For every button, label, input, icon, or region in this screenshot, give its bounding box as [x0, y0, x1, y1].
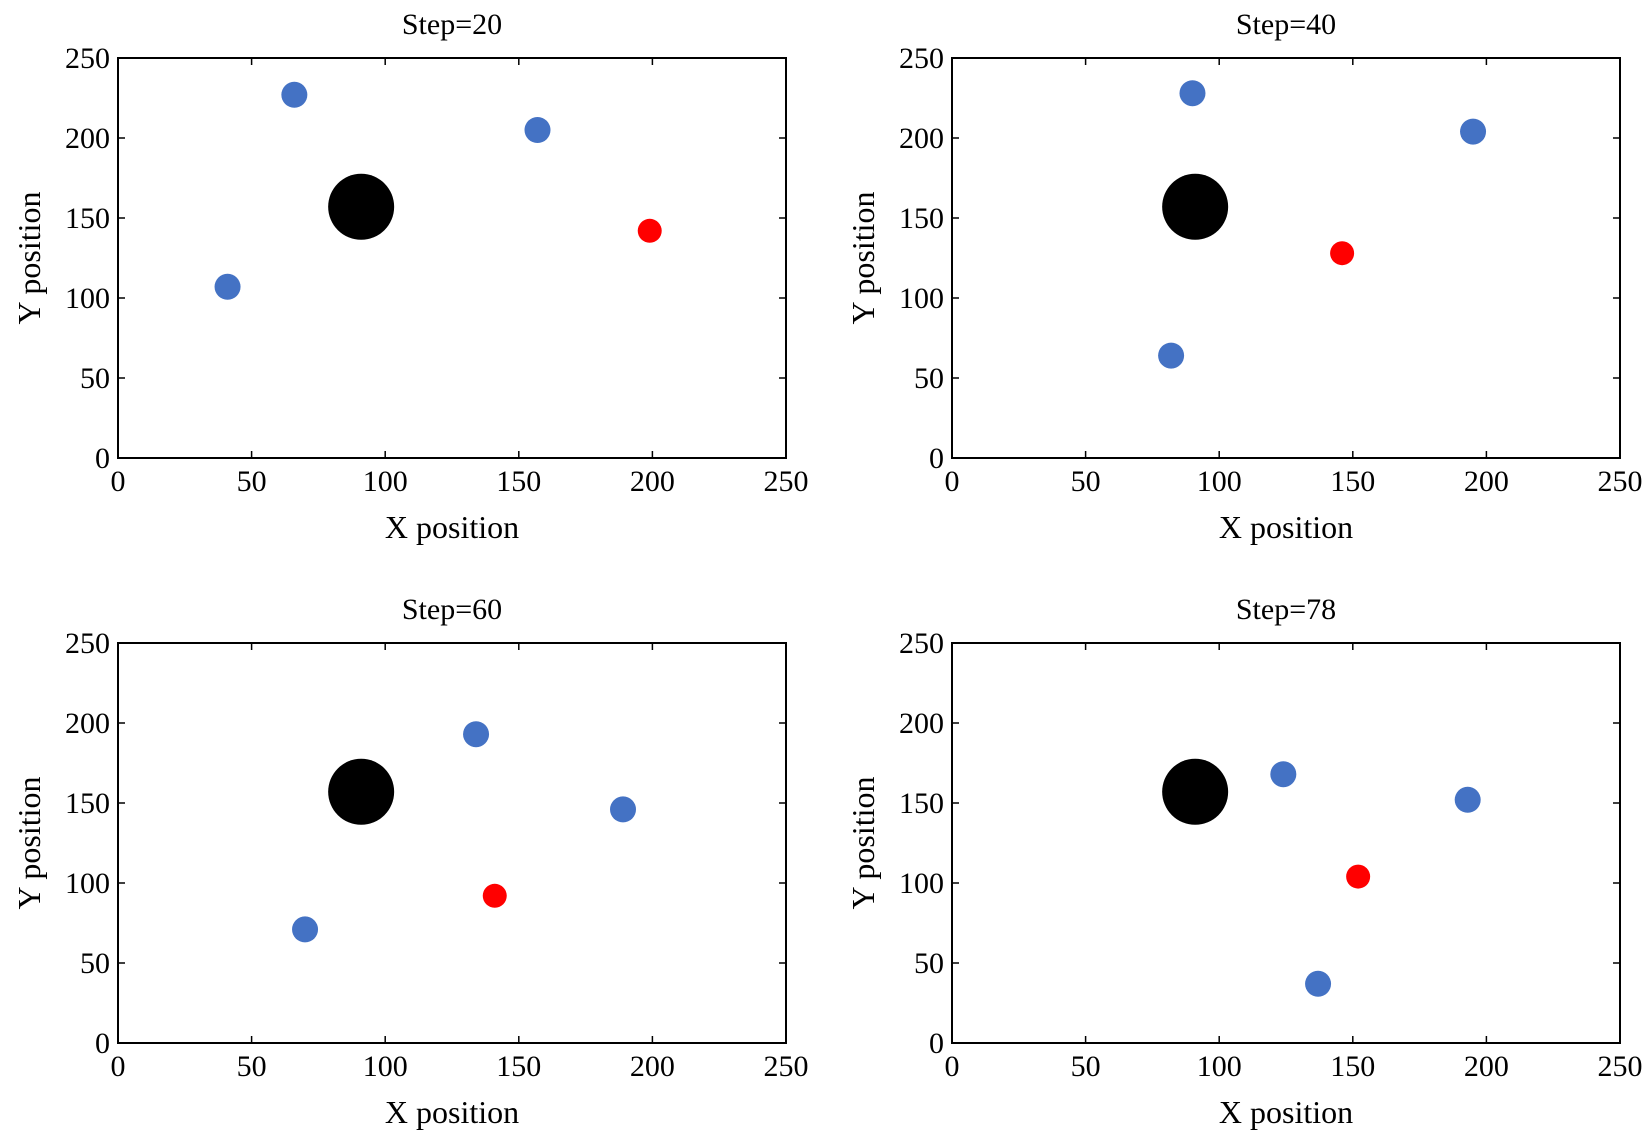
x-tick-label: 0: [945, 1050, 960, 1083]
y-tick-label: 250: [899, 42, 944, 75]
x-tick-label: 0: [111, 1050, 126, 1083]
plot-frame: [117, 642, 787, 1044]
plot-frame: [117, 57, 787, 459]
x-tick-label: 50: [1071, 1050, 1101, 1083]
agent-point: [1158, 342, 1185, 369]
y-tick-label: 200: [899, 122, 944, 155]
agent-point: [1270, 761, 1297, 788]
x-axis-label: X position: [385, 1094, 519, 1130]
agent-point: [1305, 970, 1332, 997]
y-tick-label: 100: [899, 867, 944, 900]
y-tick-label: 250: [65, 627, 110, 660]
x-tick-label: 100: [363, 465, 408, 498]
x-tick-label: 250: [1598, 465, 1642, 498]
agent-point: [292, 916, 319, 943]
chart-panel-3: 0 50 100 150 200 250 0 50 100 150 200 250 Step=60 X p…: [11, 593, 809, 1130]
x-axis-label: X position: [1219, 1094, 1353, 1130]
y-axis-label: Y position: [11, 776, 47, 909]
chart-panel-2: 0 50 100 150 200 250 0 50 100 150 200 250 Step=40 X p…: [845, 8, 1642, 545]
y-tick-label: 50: [80, 362, 110, 395]
x-tick-label: 250: [1598, 1050, 1642, 1083]
x-tick-label: 200: [1464, 1050, 1509, 1083]
y-tick-label: 150: [899, 787, 944, 820]
x-tick-label: 0: [945, 465, 960, 498]
agent-point: [463, 721, 490, 748]
chart-title: Step=20: [402, 8, 502, 41]
y-tick-label: 150: [65, 787, 110, 820]
target-point: [482, 883, 507, 908]
y-tick-label: 0: [95, 1027, 110, 1060]
y-tick-label: 100: [65, 867, 110, 900]
obstacle-point: [1162, 758, 1229, 825]
x-axis-label: X position: [1219, 509, 1353, 545]
y-axis-label: Y position: [845, 776, 881, 909]
x-tick-label: 50: [1071, 465, 1101, 498]
chart-title: Step=40: [1236, 8, 1336, 41]
agent-point: [281, 81, 308, 108]
y-tick-label: 50: [914, 947, 944, 980]
x-tick-label: 200: [1464, 465, 1509, 498]
agent-point: [1179, 80, 1206, 107]
x-tick-label: 100: [363, 1050, 408, 1083]
agent-point: [524, 117, 551, 143]
x-tick-label: 200: [630, 1050, 675, 1083]
y-tick-label: 50: [914, 362, 944, 395]
target-point: [1330, 241, 1355, 266]
plot-frame: [951, 57, 1621, 459]
x-tick-label: 150: [496, 465, 541, 498]
x-tick-label: 50: [237, 1050, 267, 1083]
y-tick-label: 200: [899, 707, 944, 740]
agent-point: [610, 796, 637, 823]
x-tick-label: 100: [1197, 465, 1242, 498]
x-axis-label: X position: [385, 509, 519, 545]
target-point: [637, 218, 662, 243]
plot-frame: [951, 642, 1621, 1044]
x-tick-label: 250: [764, 465, 809, 498]
y-tick-label: 0: [929, 442, 944, 475]
y-tick-label: 200: [65, 707, 110, 740]
y-axis-label: Y position: [845, 191, 881, 324]
chart-panel-4: 0 50 100 150 200 250 0 50 100 150 200 250 Step=78 X p…: [845, 593, 1642, 1130]
y-tick-label: 150: [65, 202, 110, 235]
obstacle-point: [1162, 173, 1229, 240]
obstacle-point: [328, 173, 395, 240]
agent-point: [214, 273, 241, 300]
x-tick-label: 50: [237, 465, 267, 498]
y-tick-label: 50: [80, 947, 110, 980]
y-tick-label: 250: [65, 42, 110, 75]
y-tick-label: 0: [929, 1027, 944, 1060]
agent-point: [1460, 118, 1487, 145]
target-point: [1346, 864, 1371, 889]
x-tick-label: 100: [1197, 1050, 1242, 1083]
x-tick-label: 150: [1330, 465, 1375, 498]
y-tick-label: 250: [899, 627, 944, 660]
obstacle-point: [328, 758, 395, 825]
chart-title: Step=78: [1236, 593, 1336, 626]
chart-panel-1: 0 50 100 150 200 250 0 50 100 150 200 250 Step=20 X p…: [11, 8, 809, 545]
y-tick-label: 0: [95, 442, 110, 475]
x-tick-label: 200: [630, 465, 675, 498]
x-tick-label: 0: [111, 465, 126, 498]
y-tick-label: 100: [899, 282, 944, 315]
y-tick-label: 200: [65, 122, 110, 155]
y-tick-label: 150: [899, 202, 944, 235]
chart-title: Step=60: [402, 593, 502, 626]
x-tick-label: 150: [1330, 1050, 1375, 1083]
y-axis-label: Y position: [11, 191, 47, 324]
y-tick-label: 100: [65, 282, 110, 315]
agent-point: [1454, 786, 1481, 813]
x-tick-label: 150: [496, 1050, 541, 1083]
x-tick-label: 250: [764, 1050, 809, 1083]
